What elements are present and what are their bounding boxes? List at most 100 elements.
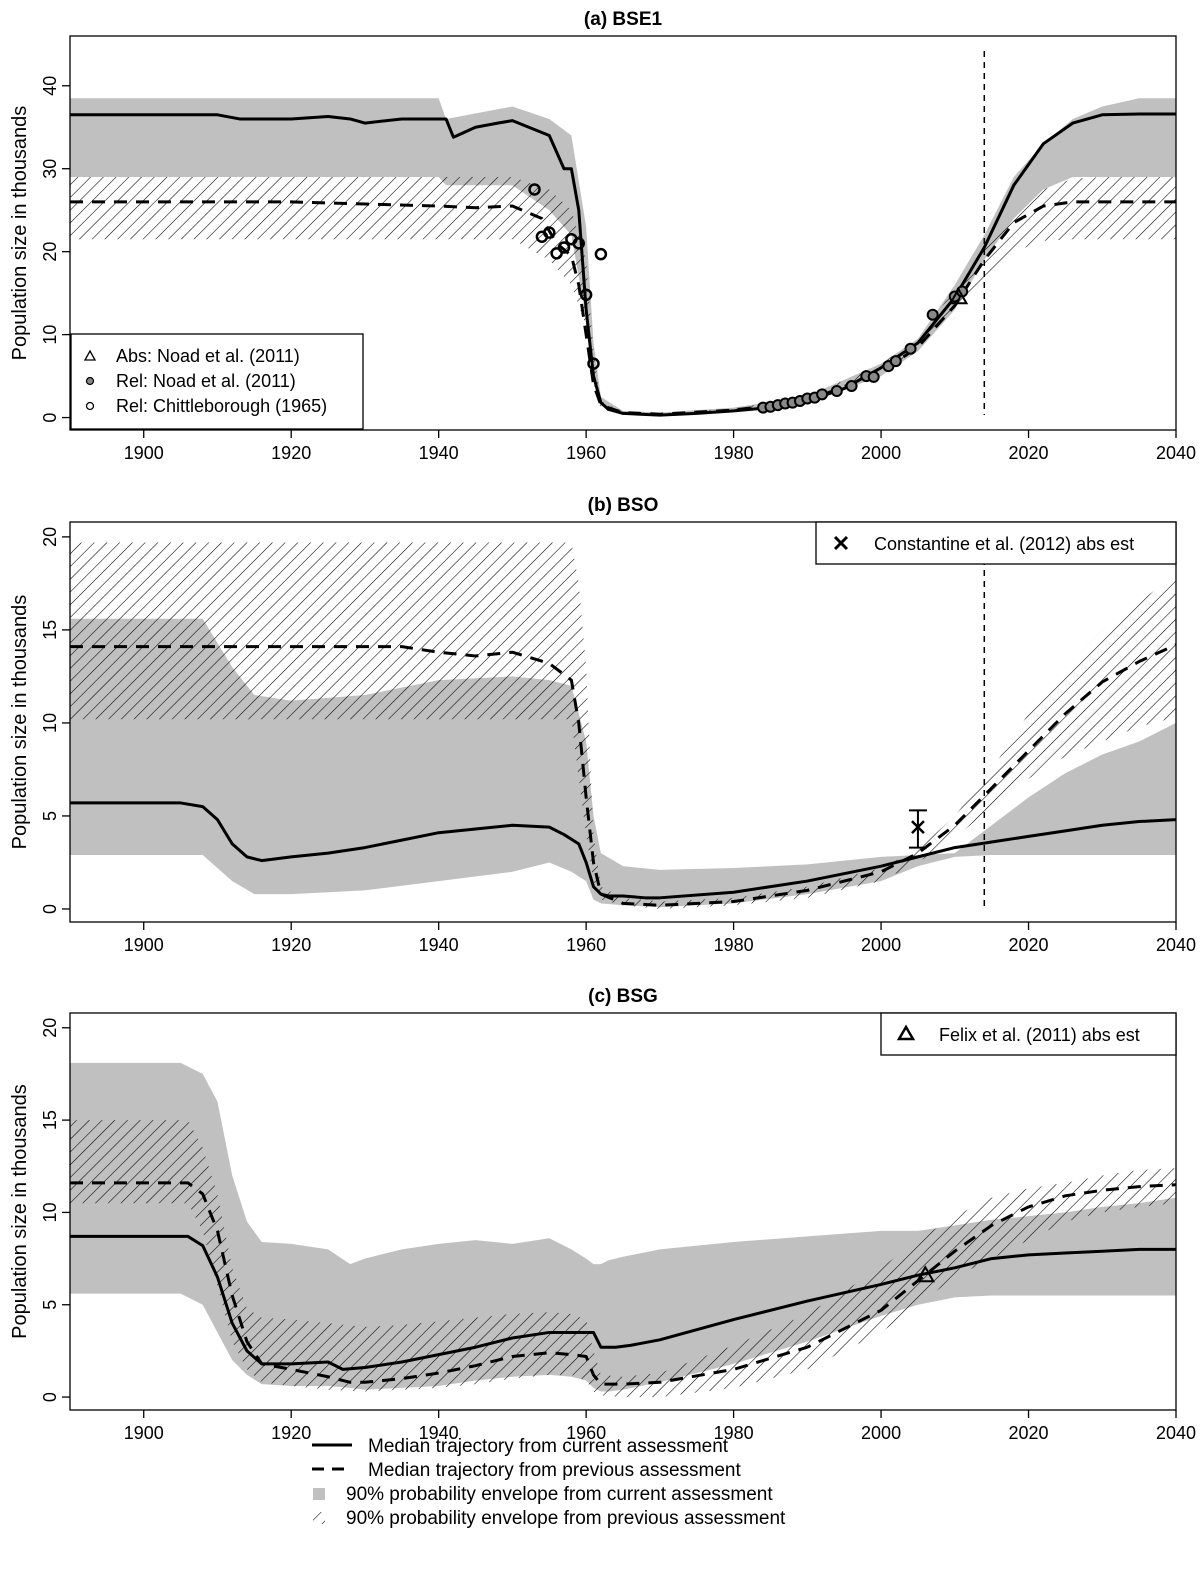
y-tick-label: 20	[40, 1018, 60, 1038]
legend-entry-label: Rel: Chittleborough (1965)	[116, 396, 327, 416]
y-axis-label: Population size in thousands	[9, 106, 31, 361]
plot-area	[70, 542, 1176, 909]
y-tick-label: 5	[40, 1300, 60, 1310]
absolute-estimate-triangle	[915, 1265, 936, 1283]
x-tick-label: 2040	[1156, 1423, 1196, 1443]
legend-current-band-label: 90% probability envelope from current as…	[346, 1484, 773, 1505]
x-tick-label: 1940	[419, 935, 459, 955]
noad-relative-point	[845, 380, 858, 393]
chart-panel-1: (a) BSE1 Population size in thousands 1900…	[9, 9, 1196, 463]
constantine-estimate-cross	[911, 820, 925, 834]
legend-previous-band-label: 90% probability envelope from previous a…	[346, 1508, 786, 1529]
current-median-line	[70, 112, 1176, 417]
legend-triangle-marker	[896, 1024, 916, 1041]
x-tick-label: 1920	[271, 935, 311, 955]
chart-panel-3: (c) BSG Population size in thousands 1900 1…	[9, 986, 1196, 1443]
previous-envelope-band	[70, 1120, 1176, 1398]
y-tick-label: 0	[40, 904, 60, 914]
x-tick-label: 2020	[1009, 443, 1049, 463]
noad-relative-point	[889, 355, 902, 368]
chart-title: (a) BSE1	[584, 9, 663, 30]
chart-panel-2: (b) BSO Population size in thousands 1900 1…	[9, 495, 1196, 955]
previous-envelope-band	[70, 542, 1176, 909]
legend-entry-label: Rel: Noad et al. (2011)	[116, 371, 296, 391]
x-tick-label: 1980	[714, 443, 754, 463]
chittleborough-point	[550, 247, 563, 260]
legend-filled-circle-marker	[85, 376, 95, 386]
legend-triangle-marker	[83, 349, 97, 361]
y-tick-label: 10	[40, 325, 60, 345]
x-tick-label: 1920	[271, 1423, 311, 1443]
legend-entry-label: Abs: Noad et al. (2011)	[116, 346, 300, 366]
y-axis-label: Population size in thousands	[9, 1084, 31, 1339]
x-tick-label: 1940	[419, 1423, 459, 1443]
bottom-legend: Median trajectory from current assessmen…	[312, 1436, 786, 1529]
legend-gray-band-swatch	[313, 1488, 325, 1500]
x-tick-label: 2040	[1156, 935, 1196, 955]
absolute-estimate-triangle	[948, 287, 969, 305]
y-tick-label: 15	[40, 1110, 60, 1130]
y-axis-label: Population size in thousands	[9, 595, 31, 850]
x-tick-label: 1960	[566, 443, 606, 463]
chittleborough-point	[594, 247, 608, 261]
legend-hatch-band-swatch	[313, 1512, 325, 1524]
legend-cross-marker	[833, 535, 849, 551]
x-tick-label: 2040	[1156, 443, 1196, 463]
x-tick-label: 2000	[861, 935, 901, 955]
x-tick-label: 1980	[714, 935, 754, 955]
noad-relative-point	[816, 388, 829, 401]
y-tick-label: 30	[40, 159, 60, 179]
plot-frame	[69, 35, 1177, 431]
chittleborough-point	[579, 288, 593, 302]
legend-entry-label: Felix et al. (2011) abs est	[939, 1025, 1140, 1045]
x-tick-label: 1900	[124, 935, 164, 955]
legend-box	[70, 333, 364, 430]
y-tick-label: 0	[40, 413, 60, 423]
x-tick-label: 1980	[714, 1423, 754, 1443]
x-tick-label: 1960	[566, 935, 606, 955]
x-tick-label: 1900	[124, 443, 164, 463]
noad-relative-point	[867, 370, 880, 383]
chittleborough-point	[543, 226, 556, 239]
noad-relative-point	[904, 342, 917, 355]
previous-median-line	[70, 200, 1176, 416]
x-tick-label: 2020	[1009, 1423, 1049, 1443]
y-tick-label: 15	[40, 620, 60, 640]
chittleborough-point	[528, 183, 541, 196]
y-tick-label: 40	[40, 76, 60, 96]
legend-box	[880, 1012, 1177, 1056]
legend-previous-median-label: Median trajectory from previous assessme…	[368, 1460, 741, 1481]
y-tick-label: 5	[40, 811, 60, 821]
x-tick-label: 1920	[271, 443, 311, 463]
chart-title: (b) BSO	[588, 495, 659, 516]
x-tick-label: 2000	[861, 443, 901, 463]
y-tick-label: 20	[40, 527, 60, 547]
y-tick-label: 20	[40, 242, 60, 262]
plot-frame	[69, 521, 1177, 923]
chittleborough-point	[587, 357, 600, 370]
y-tick-label: 0	[40, 1392, 60, 1402]
current-envelope-band	[70, 618, 1176, 908]
x-tick-label: 2000	[861, 1423, 901, 1443]
chittleborough-point	[557, 241, 571, 254]
legend-entry-label: Constantine et al. (2012) abs est	[874, 534, 1134, 554]
y-tick-label: 10	[40, 713, 60, 733]
legend-current-median-label: Median trajectory from current assessmen…	[368, 1436, 729, 1457]
x-tick-label: 1940	[419, 443, 459, 463]
noad-relative-point	[926, 308, 939, 321]
chart-title: (c) BSG	[588, 986, 658, 1007]
x-tick-label: 1900	[124, 1423, 164, 1443]
current-median-line	[70, 1234, 1176, 1371]
legend-box	[815, 521, 1177, 565]
legend-open-circle-marker	[85, 401, 95, 411]
plot-area	[70, 1062, 1176, 1398]
plot-frame	[69, 1012, 1177, 1411]
plot-area	[70, 98, 1176, 417]
y-tick-label: 10	[40, 1202, 60, 1222]
x-tick-label: 1960	[566, 1423, 606, 1443]
x-tick-label: 2020	[1009, 935, 1049, 955]
current-median-line	[70, 801, 1176, 900]
chittleborough-point	[572, 237, 586, 250]
